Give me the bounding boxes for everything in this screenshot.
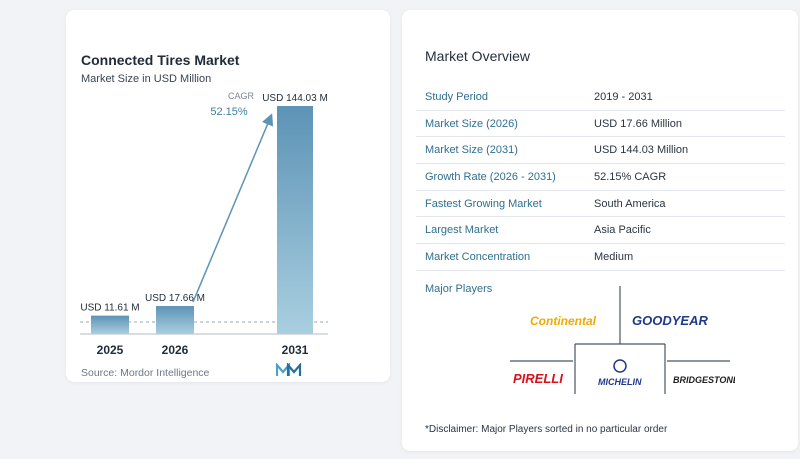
overview-label: Largest Market — [425, 224, 499, 237]
data-label-2026: USD 17.66 M — [145, 293, 205, 304]
chart-title: Connected Tires Market — [81, 52, 240, 68]
bar-2025 — [91, 315, 129, 334]
goodyear-logo-icon: GOODYEAR — [632, 313, 708, 328]
mordor-logo-icon — [276, 363, 302, 376]
players-grid: Continental GOODYEAR PIRELLI MICHELIN BR… — [510, 286, 735, 394]
tick-label-2031: 2031 — [282, 343, 309, 357]
major-players-title: Major Players — [425, 283, 493, 295]
overview-label: Market Size (2031) — [425, 144, 518, 157]
overview-value: Medium — [594, 250, 634, 263]
data-label-2025: USD 11.61 M — [80, 303, 139, 314]
continental-logo-icon: Continental — [530, 314, 597, 328]
overview-label: Growth Rate (2026 - 2031) — [425, 170, 556, 183]
chart-subtitle: Market Size in USD Million — [81, 73, 212, 85]
overview-value: USD 144.03 Million — [594, 144, 689, 157]
overview-row: Growth Rate (2026 - 2031) 52.15% CAGR — [416, 164, 785, 191]
svg-text:MICHELIN: MICHELIN — [598, 377, 642, 387]
data-label-2031: USD 144.03 M — [262, 93, 328, 104]
overview-row: Study Period 2019 - 2031 — [416, 84, 785, 111]
bar-chart: USD 11.61 M 2025 USD 17.66 M 2026 USD 144.03… — [80, 91, 328, 357]
players-disclaimer: *Disclaimer: Major Players sorted in no … — [425, 424, 668, 435]
overview-row: Market Concentration Medium — [416, 244, 785, 271]
overview-label: Fastest Growing Market — [425, 197, 542, 210]
tick-label-2025: 2025 — [97, 343, 124, 357]
svg-text:GOODYEAR: GOODYEAR — [632, 313, 708, 328]
overview-value: 52.15% CAGR — [594, 170, 667, 183]
overview-row: Largest Market Asia Pacific — [416, 217, 785, 245]
overview-table: Study Period 2019 - 2031 Market Size (20… — [416, 84, 785, 271]
cagr-label: CAGR — [228, 91, 255, 101]
overview-row: Market Size (2031) USD 144.03 Million — [416, 137, 785, 165]
source-note: Source: Mordor Intelligence — [81, 367, 210, 379]
overview-row: Fastest Growing Market South America — [416, 191, 785, 218]
overview-title: Market Overview — [425, 48, 531, 64]
pirelli-logo-icon: PIRELLI — [513, 371, 563, 386]
overview-value: South America — [594, 197, 666, 210]
svg-text:Continental: Continental — [530, 314, 597, 328]
overview-value: USD 17.66 Million — [594, 117, 683, 130]
overview-card — [402, 10, 798, 451]
overview-row: Market Size (2026) USD 17.66 Million — [416, 111, 785, 138]
svg-text:BRIDGESTONE: BRIDGESTONE — [673, 375, 735, 385]
overview-label: Study Period — [425, 90, 488, 103]
overview-label: Market Size (2026) — [425, 117, 518, 130]
bar-2031 — [277, 106, 313, 334]
overview-value: Asia Pacific — [594, 224, 651, 237]
svg-text:PIRELLI: PIRELLI — [513, 371, 563, 386]
bridgestone-logo-icon: BRIDGESTONE — [673, 375, 735, 385]
overview-value: 2019 - 2031 — [594, 90, 653, 103]
cagr-value: 52.15% — [210, 106, 248, 118]
cagr-arrow — [192, 113, 274, 303]
bar-2026 — [156, 306, 194, 334]
michelin-logo-icon: MICHELIN — [598, 359, 642, 387]
tick-label-2026: 2026 — [162, 343, 189, 357]
overview-label: Market Concentration — [425, 250, 531, 263]
